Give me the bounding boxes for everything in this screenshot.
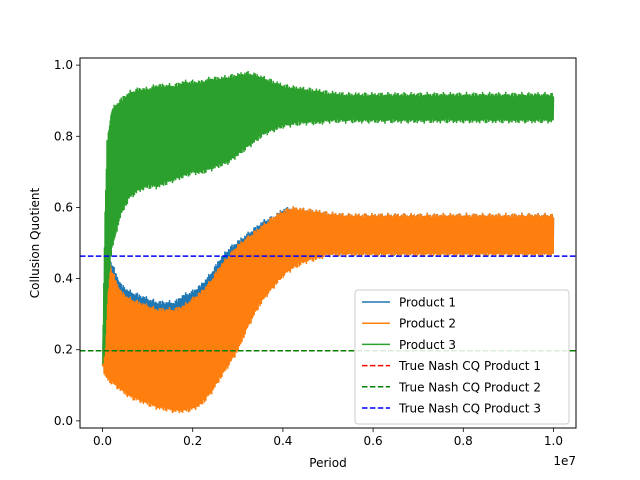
x-axis-offset-label: 1e7 bbox=[553, 454, 576, 468]
legend-label-product-1: Product 1 bbox=[399, 296, 456, 310]
legend-label-product-3: Product 3 bbox=[399, 338, 456, 352]
y-tick-label: 0.6 bbox=[54, 200, 73, 214]
x-tick-label: 1.0 bbox=[544, 434, 563, 448]
series-product-3 bbox=[101, 71, 555, 365]
x-tick-label: 0.8 bbox=[454, 434, 473, 448]
plot-frame bbox=[79, 57, 577, 429]
y-tick-label: 0.0 bbox=[54, 414, 73, 428]
x-tick-label: 0.2 bbox=[183, 434, 202, 448]
legend-label-true-nash-cq-product-3: True Nash CQ Product 3 bbox=[398, 402, 541, 416]
x-axis-label: Period bbox=[309, 456, 346, 470]
y-axis-ticks: 0.0 0.2 0.4 0.6 0.8 1.0 bbox=[54, 58, 80, 428]
y-tick-label: 0.2 bbox=[54, 343, 73, 357]
legend-box bbox=[354, 289, 570, 425]
x-axis-ticks: 0.0 0.2 0.4 0.6 0.8 1.0 bbox=[93, 428, 563, 448]
y-tick-label: 0.8 bbox=[54, 129, 73, 143]
x-tick-label: 0.0 bbox=[93, 434, 112, 448]
series-layer bbox=[101, 71, 555, 414]
legend: Product 1 Product 2 Product 3 True Nash CQ … bbox=[354, 289, 570, 425]
x-tick-label: 0.4 bbox=[273, 434, 292, 448]
x-tick-label: 0.6 bbox=[364, 434, 383, 448]
y-tick-label: 0.4 bbox=[54, 272, 73, 286]
series-product-2 bbox=[101, 206, 555, 414]
legend-label-true-nash-cq-product-1: True Nash CQ Product 1 bbox=[398, 359, 541, 373]
legend-label-product-2: Product 2 bbox=[399, 317, 456, 331]
y-tick-label: 1.0 bbox=[54, 58, 73, 72]
legend-label-true-nash-cq-product-2: True Nash CQ Product 2 bbox=[398, 380, 541, 394]
y-axis-label: Collusion Quotient bbox=[28, 187, 42, 298]
